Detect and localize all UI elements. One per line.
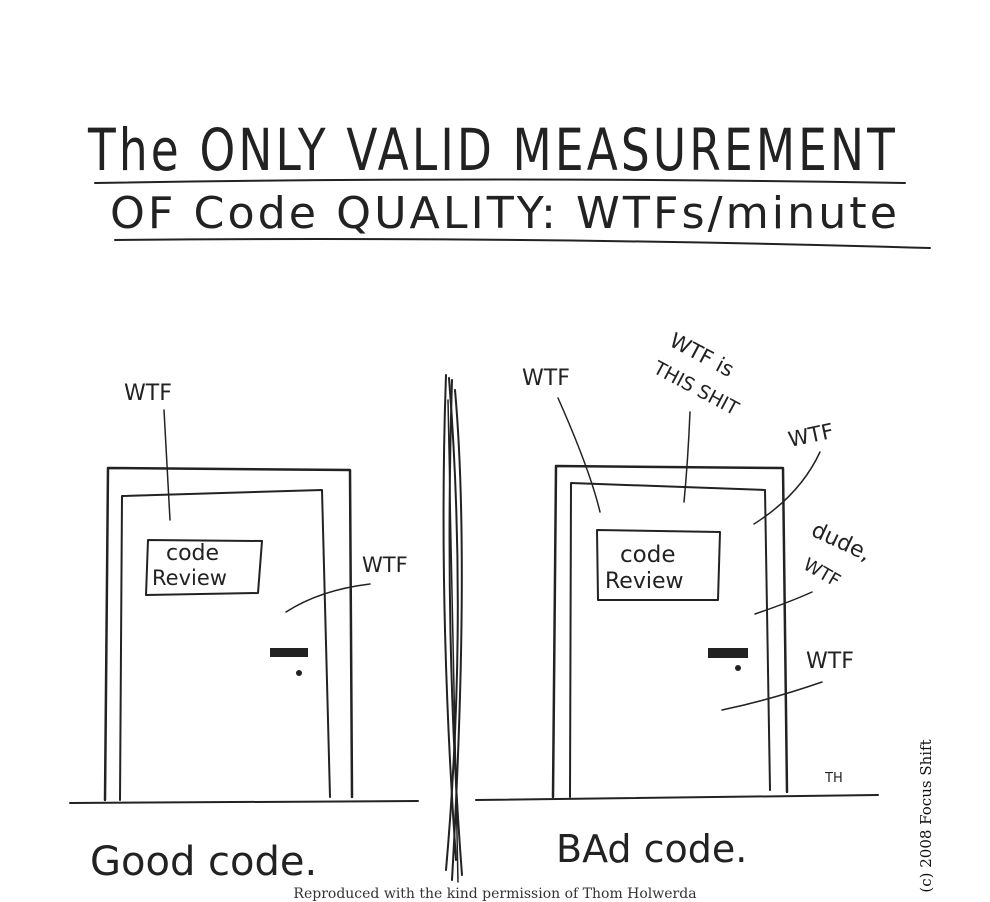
left-caption: Good code.	[90, 839, 317, 885]
artist-signature: TH	[824, 771, 843, 786]
right-floor-line	[475, 794, 879, 801]
footer-caption: Reproduced with the kind permission of T…	[293, 886, 697, 902]
right-door: code Review	[551, 464, 789, 799]
right-sign-line-2: Review	[605, 569, 684, 594]
right-wtf-5: WTF	[806, 649, 854, 674]
divider-wall	[442, 374, 463, 883]
left-wtf-top: WTF	[124, 381, 172, 406]
left-floor-line	[69, 800, 419, 804]
right-wtf-1-pointer	[557, 397, 601, 513]
right-caption: BAd code.	[556, 827, 747, 871]
left-door: code Review	[103, 466, 354, 802]
left-sign-line-2: Review	[152, 566, 227, 590]
right-wtf-5-pointer	[721, 681, 823, 711]
left-wtf-side: WTF	[362, 553, 408, 577]
left-door-keyhole	[296, 670, 302, 676]
right-door-sign	[596, 529, 721, 601]
title-block: The ONLY VALID MEASUREMENT OF Code QUALI…	[87, 116, 931, 249]
left-door-sign	[145, 539, 263, 596]
left-sign-line-1: code	[166, 541, 219, 566]
right-sign-line-1: code	[620, 542, 675, 568]
right-door-keyhole	[735, 665, 741, 671]
right-wtf-3: WTF	[786, 419, 836, 452]
left-wtf-side-pointer	[285, 583, 371, 613]
title-line-2: OF Code QUALITY: WTFs/minute	[110, 188, 900, 239]
right-wtf-3-pointer	[753, 451, 821, 525]
right-wtf-is-pointer	[683, 411, 691, 503]
right-wtf-4-pointer	[754, 591, 813, 615]
title-underline-2	[114, 238, 931, 249]
right-door-inner-frame	[569, 482, 771, 798]
right-wtf-4: WTF	[800, 554, 844, 592]
copyright-notice: (c) 2008 Focus Shift	[917, 739, 935, 893]
right-door-outer-frame	[551, 464, 789, 799]
right-wtf-1: WTF	[522, 366, 570, 391]
left-door-handle	[270, 648, 308, 657]
left-door-inner-frame	[119, 489, 331, 801]
right-door-handle	[708, 648, 748, 658]
title-underline-1	[94, 178, 906, 184]
left-wtf-top-pointer	[163, 409, 171, 521]
title-line-1: The ONLY VALID MEASUREMENT	[87, 116, 898, 184]
left-door-outer-frame	[103, 466, 354, 802]
